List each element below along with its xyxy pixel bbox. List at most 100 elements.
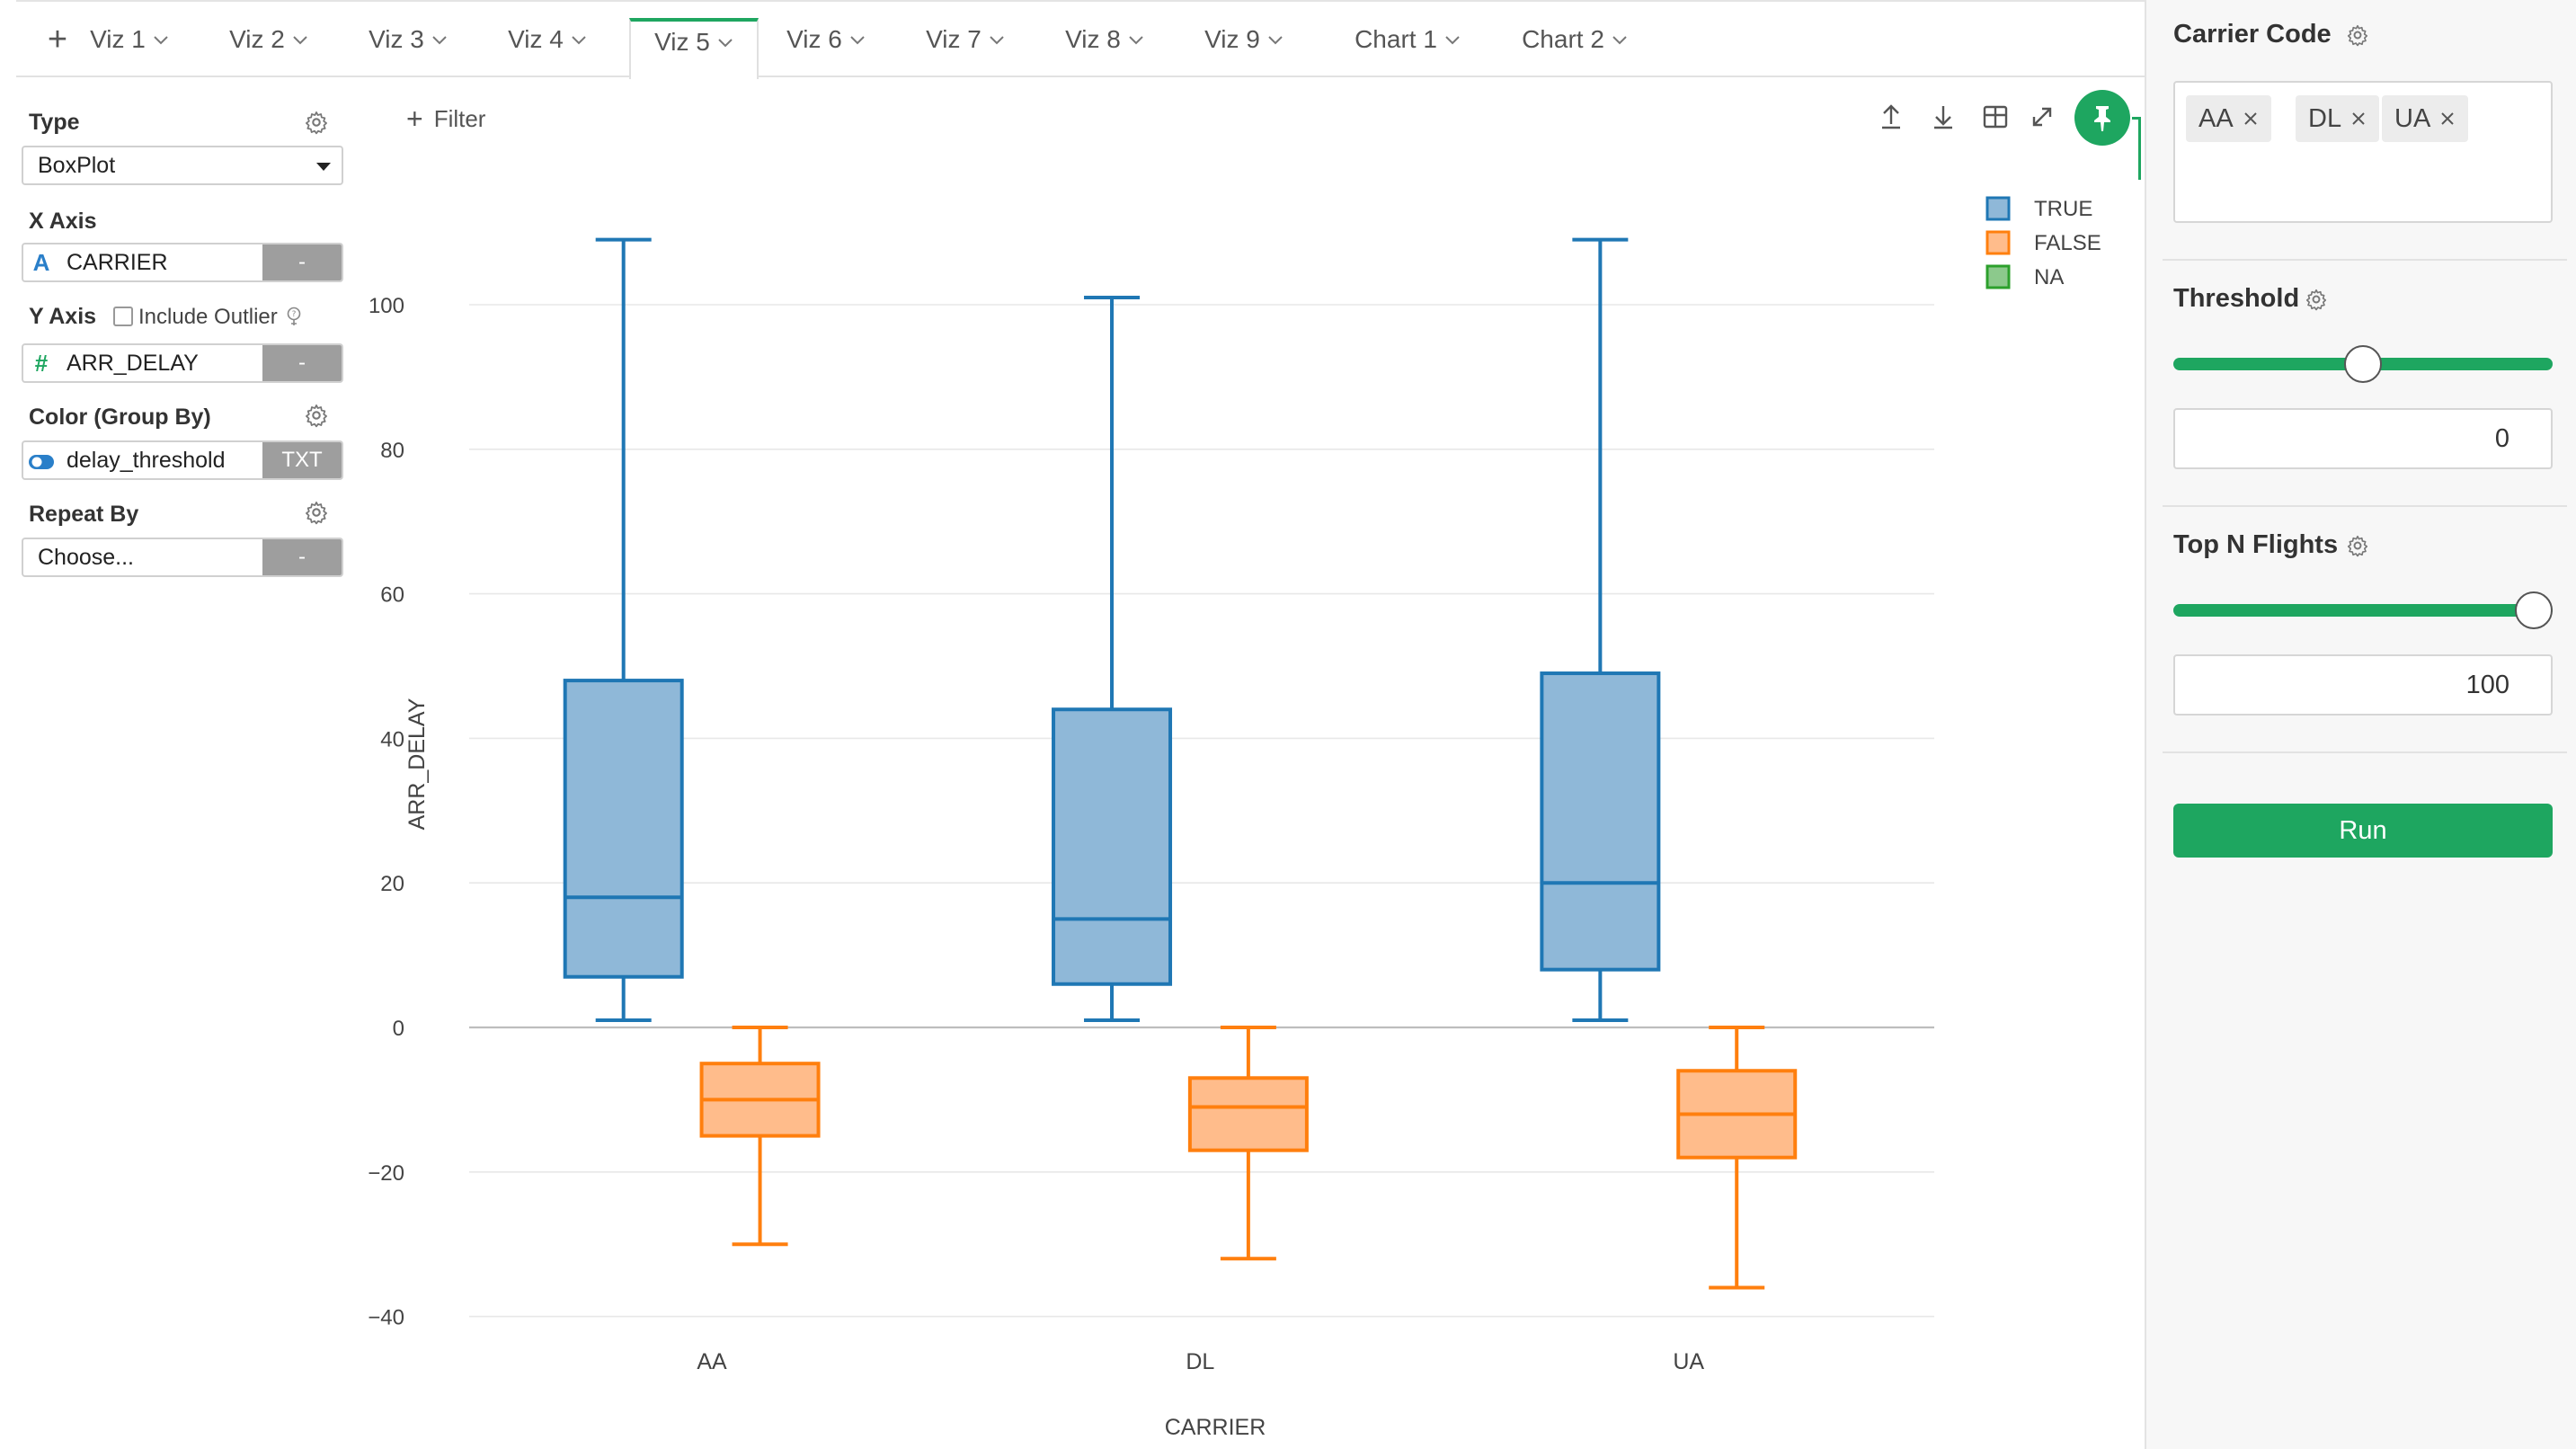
tab-label: Viz 3 xyxy=(369,25,424,53)
tab-label: Viz 2 xyxy=(229,25,285,53)
carrier-tag: UA xyxy=(2382,95,2469,142)
y-tick-label: 100 xyxy=(369,294,404,318)
tab-viz-3[interactable]: Viz 3 xyxy=(358,2,458,77)
text-type-icon: A xyxy=(32,248,50,276)
iqr-box xyxy=(1540,671,1661,972)
tab-viz-9[interactable]: Viz 9 xyxy=(1194,2,1294,77)
tab-label: Viz 8 xyxy=(1065,25,1121,53)
y-tick-labels: −40 −20 0 20 40 60 80 100 xyxy=(368,294,404,1330)
chevron-down-icon xyxy=(293,36,307,45)
parameter-panel: Carrier Code AA DL UA Threshold xyxy=(2145,0,2576,1449)
carrier-tag-label: DL xyxy=(2308,103,2342,133)
include-outlier-checkbox[interactable] xyxy=(113,307,133,326)
color-title: Color (Group By) xyxy=(29,404,211,430)
tab-viz-5[interactable]: Viz 5 xyxy=(629,18,759,79)
divider xyxy=(2163,259,2567,261)
download-icon[interactable] xyxy=(1925,99,1961,135)
threshold-input[interactable]: 0 xyxy=(2173,408,2553,469)
include-outlier-label: Include Outlier xyxy=(138,305,278,329)
table-view-icon[interactable] xyxy=(1977,99,2013,135)
repeat-by-placeholder: Choose... xyxy=(38,544,135,570)
plus-icon: + xyxy=(406,102,423,135)
add-tab-button[interactable]: + xyxy=(47,20,68,58)
top-n-slider-thumb[interactable] xyxy=(2515,591,2553,629)
tab-label: Viz 1 xyxy=(90,25,146,53)
legend-item-false: FALSE xyxy=(1985,230,2101,255)
repeat-by-field[interactable]: Choose... - xyxy=(22,538,343,577)
chart-type-select[interactable]: BoxPlot xyxy=(22,146,343,185)
tab-viz-7[interactable]: Viz 7 xyxy=(915,2,1016,77)
box-false-ua xyxy=(1676,1026,1798,1290)
y-axis-title: Y Axis xyxy=(29,304,97,329)
chevron-down-icon xyxy=(1268,36,1283,45)
y-tick-label: 40 xyxy=(380,727,404,751)
repeat-by-modifier-button[interactable]: - xyxy=(262,539,342,575)
gear-icon[interactable] xyxy=(304,500,329,525)
x-axis-title: X Axis xyxy=(29,209,97,234)
legend-item-na: NA xyxy=(1985,264,2064,289)
tab-viz-6[interactable]: Viz 6 xyxy=(776,2,876,77)
close-icon[interactable] xyxy=(2439,111,2456,127)
iqr-box xyxy=(1187,1076,1309,1152)
tab-viz-1[interactable]: Viz 1 xyxy=(79,2,180,77)
toggle-type-icon xyxy=(23,447,59,475)
series-false xyxy=(699,1026,1798,1290)
legend-label: FALSE xyxy=(2034,231,2101,255)
carrier-tag: AA xyxy=(2186,95,2271,142)
filter-button[interactable]: + Filter xyxy=(406,101,485,137)
y-tick-label: 20 xyxy=(380,872,404,896)
iqr-box xyxy=(563,679,684,979)
tab-chart-1[interactable]: Chart 1 xyxy=(1345,2,1470,77)
pin-button[interactable] xyxy=(2074,90,2130,146)
box-true-aa xyxy=(563,237,684,1022)
gear-icon[interactable] xyxy=(2305,288,2328,311)
gear-icon[interactable] xyxy=(2346,23,2369,47)
legend-swatch xyxy=(1985,196,2011,221)
tab-viz-2[interactable]: Viz 2 xyxy=(218,2,319,77)
color-column: delay_threshold xyxy=(67,447,226,473)
chevron-down-icon xyxy=(572,36,586,45)
color-type-button[interactable]: TXT xyxy=(262,442,342,478)
color-field[interactable]: delay_threshold TXT xyxy=(22,440,343,480)
chevron-down-icon xyxy=(990,36,1004,45)
chevron-down-icon xyxy=(718,39,733,48)
series-true xyxy=(563,237,1661,1022)
carrier-code-multiselect[interactable]: AA DL UA xyxy=(2173,81,2553,223)
type-title: Type xyxy=(29,110,80,135)
gear-icon[interactable] xyxy=(2346,534,2369,557)
tab-label: Viz 9 xyxy=(1204,25,1260,53)
tab-viz-8[interactable]: Viz 8 xyxy=(1054,2,1155,77)
x-axis-modifier-button[interactable]: - xyxy=(262,244,342,280)
top-n-input[interactable]: 100 xyxy=(2173,654,2553,716)
tab-label: Viz 4 xyxy=(508,25,564,53)
x-axis-field[interactable]: A CARRIER - xyxy=(22,243,343,282)
run-button[interactable]: Run xyxy=(2173,804,2553,858)
close-icon[interactable] xyxy=(2350,111,2367,127)
help-icon[interactable]: ? xyxy=(284,306,304,329)
tab-viz-4[interactable]: Viz 4 xyxy=(497,2,598,77)
carrier-tag-label: AA xyxy=(2198,103,2234,133)
y-axis-modifier-button[interactable]: - xyxy=(262,345,342,381)
x-category-labels: AA DL UA xyxy=(697,1349,1704,1374)
tab-label: Viz 5 xyxy=(654,28,710,56)
y-axis-field[interactable]: # ARR_DELAY - xyxy=(22,343,343,383)
upload-icon[interactable] xyxy=(1873,99,1909,135)
gear-icon[interactable] xyxy=(304,110,329,135)
chevron-down-icon xyxy=(1129,36,1143,45)
box-true-ua xyxy=(1540,237,1661,1022)
y-tick-label: 80 xyxy=(380,439,404,463)
threshold-slider-thumb[interactable] xyxy=(2344,345,2382,383)
x-category-label: AA xyxy=(697,1349,727,1374)
box-false-dl xyxy=(1187,1026,1309,1261)
y-axis-column: ARR_DELAY xyxy=(67,350,199,376)
y-tick-label: −20 xyxy=(368,1161,404,1186)
expand-icon[interactable] xyxy=(2024,99,2060,135)
top-n-slider[interactable] xyxy=(2173,604,2553,617)
viz-tab-bar: + Viz 1 Viz 2 Viz 3 Viz 4 Viz 5 Viz 6 Vi… xyxy=(16,0,2145,79)
legend-swatch xyxy=(1985,264,2011,289)
tab-chart-2[interactable]: Chart 2 xyxy=(1512,2,1638,77)
divider xyxy=(2163,751,2567,753)
close-icon[interactable] xyxy=(2243,111,2259,127)
gear-icon[interactable] xyxy=(304,403,329,428)
